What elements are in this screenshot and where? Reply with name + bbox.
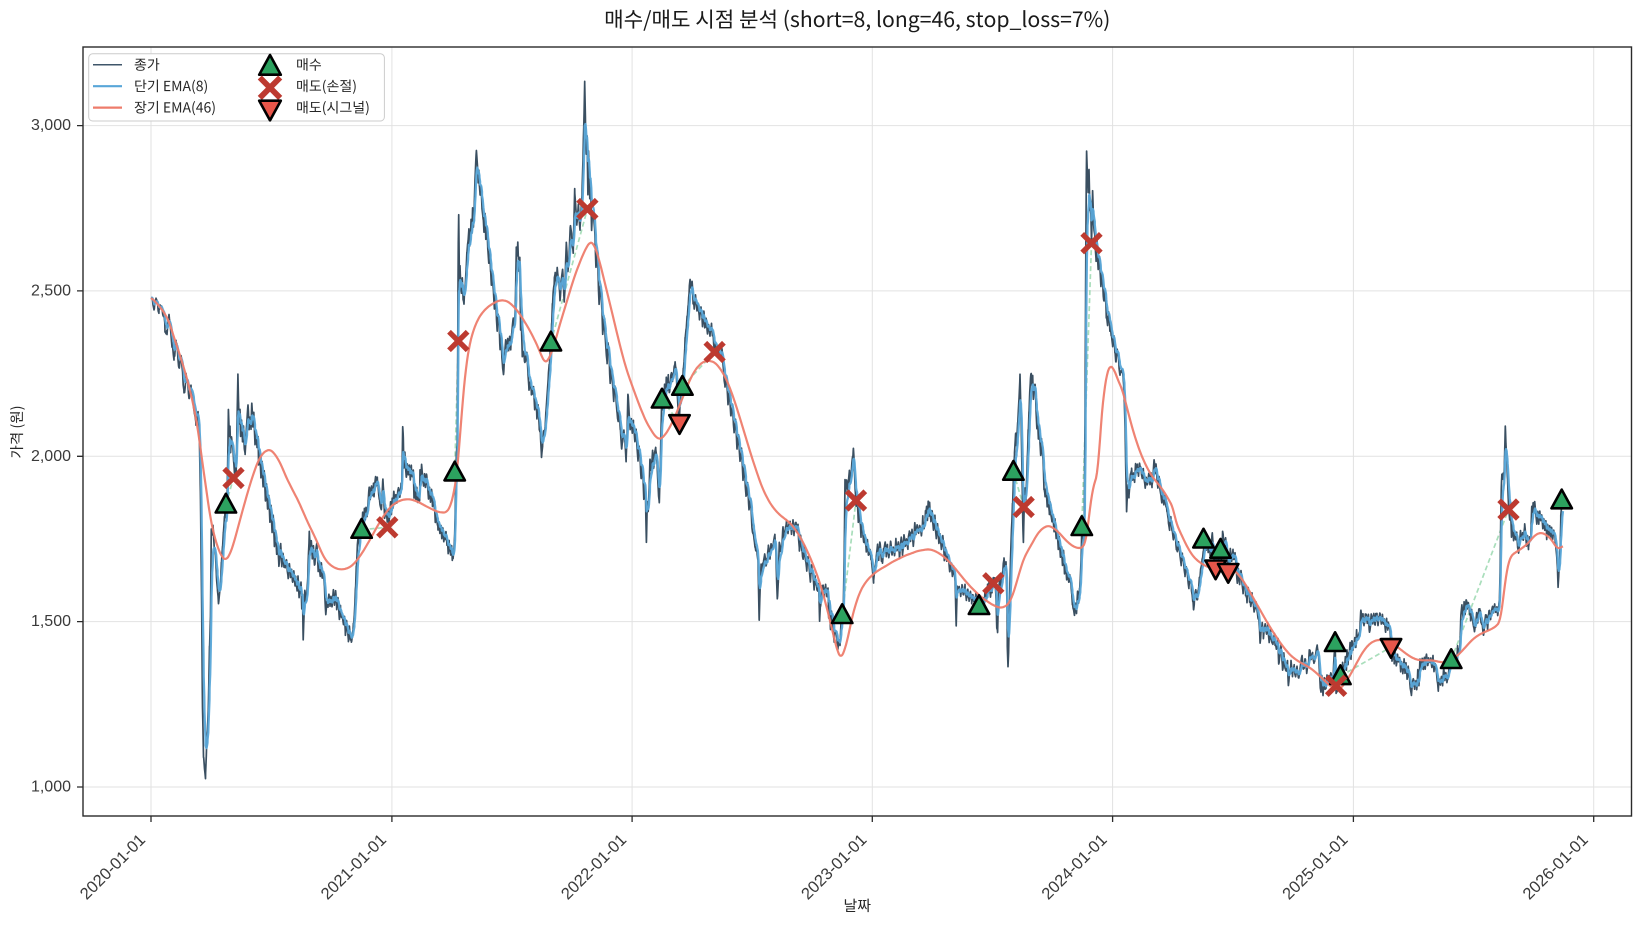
svg-text:3,000: 3,000	[31, 117, 71, 134]
svg-text:1,500: 1,500	[31, 613, 71, 630]
svg-text:2,500: 2,500	[31, 283, 71, 300]
svg-text:2,000: 2,000	[31, 448, 71, 465]
svg-text:1,000: 1,000	[31, 779, 71, 796]
